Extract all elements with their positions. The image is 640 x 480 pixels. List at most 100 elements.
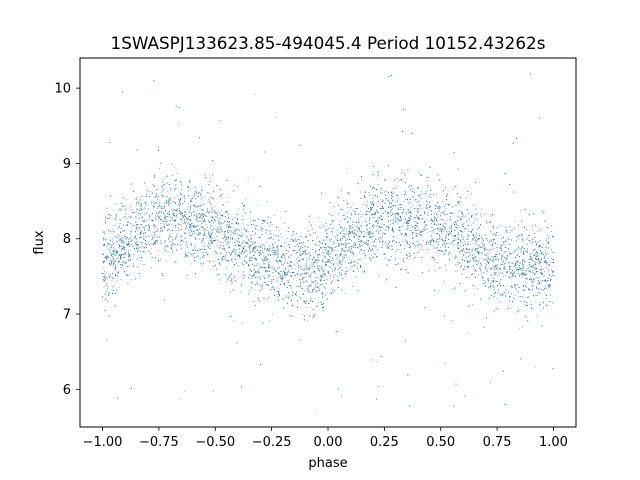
data-point (261, 230, 263, 232)
data-point (315, 259, 317, 261)
data-point (517, 254, 519, 256)
data-point (307, 319, 308, 321)
data-point (162, 179, 164, 181)
data-point (531, 283, 533, 285)
data-point (326, 261, 328, 263)
data-point (491, 256, 492, 258)
data-point (407, 227, 409, 229)
data-point (487, 277, 489, 279)
data-point (318, 217, 319, 218)
data-point (545, 249, 546, 251)
data-point (420, 197, 422, 199)
data-point (526, 316, 528, 318)
data-point (111, 237, 113, 239)
data-point (231, 226, 233, 228)
data-point (411, 225, 413, 227)
data-point (238, 270, 239, 272)
data-point (209, 193, 211, 195)
data-point (324, 262, 326, 263)
data-point (390, 256, 392, 257)
data-point (202, 209, 203, 211)
data-point (546, 253, 547, 255)
data-point (124, 256, 126, 258)
data-point (134, 241, 136, 243)
data-point (536, 283, 538, 285)
data-point (506, 271, 508, 273)
data-point (215, 212, 217, 214)
data-point (552, 236, 554, 238)
data-point (402, 241, 404, 243)
data-point (345, 276, 347, 278)
data-point (103, 292, 105, 294)
data-point (331, 259, 333, 261)
data-point (329, 244, 331, 246)
data-point (516, 267, 518, 268)
data-point (503, 268, 504, 270)
data-point (127, 220, 129, 222)
data-point (384, 194, 386, 195)
data-point (416, 229, 418, 231)
data-point (108, 256, 110, 258)
data-point (187, 206, 189, 208)
data-point (110, 274, 111, 275)
data-point (398, 249, 399, 250)
data-point (186, 245, 188, 247)
data-point (522, 326, 524, 328)
data-point (424, 212, 425, 214)
data-point (510, 272, 512, 274)
data-point (396, 212, 398, 214)
data-point (262, 260, 264, 262)
data-point (278, 226, 280, 228)
data-point (112, 250, 113, 252)
data-point (534, 262, 536, 264)
data-point (206, 211, 208, 213)
data-point (234, 183, 236, 185)
data-point (262, 274, 264, 276)
data-point (530, 279, 532, 281)
data-point (380, 199, 381, 201)
data-point (179, 192, 181, 194)
data-point (279, 217, 281, 219)
data-point (539, 252, 541, 254)
data-point (321, 274, 323, 276)
data-point (472, 239, 474, 241)
data-point (104, 233, 105, 234)
data-point (407, 228, 408, 230)
data-point (201, 186, 203, 188)
data-point (283, 257, 285, 258)
data-point (497, 257, 498, 259)
data-point (453, 247, 455, 249)
data-point (232, 266, 234, 268)
data-point (345, 272, 347, 274)
data-point (405, 193, 407, 195)
data-point (191, 245, 192, 247)
data-point (233, 250, 235, 252)
data-point (481, 242, 483, 244)
data-point (440, 219, 442, 221)
data-point (210, 177, 212, 179)
data-point (176, 188, 178, 189)
data-point (362, 244, 364, 246)
data-point (112, 253, 114, 254)
data-point (399, 229, 401, 231)
data-point (378, 188, 380, 190)
data-point (343, 273, 345, 275)
data-point (255, 265, 257, 266)
data-point (262, 223, 263, 224)
data-point (180, 219, 182, 220)
data-point (235, 228, 237, 230)
data-point (127, 218, 129, 219)
data-point (474, 219, 476, 221)
data-point (449, 231, 450, 232)
data-point (116, 237, 118, 238)
data-point (162, 184, 164, 186)
data-point (445, 270, 447, 272)
data-point (188, 224, 190, 225)
data-point (277, 296, 279, 298)
data-point (275, 116, 277, 118)
data-point (311, 273, 313, 275)
data-point (114, 251, 116, 253)
data-point (354, 224, 356, 226)
data-point (366, 231, 368, 233)
chart-title: 1SWASPJ133623.85-494045.4 Period 10152.4… (111, 33, 546, 53)
